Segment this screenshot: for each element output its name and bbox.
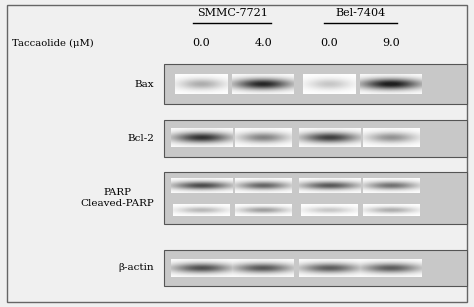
FancyBboxPatch shape [164, 120, 467, 157]
Text: 9.0: 9.0 [382, 38, 400, 48]
Text: Bel-7404: Bel-7404 [335, 8, 385, 18]
Text: Bcl-2: Bcl-2 [127, 134, 154, 143]
Text: SMMC-7721: SMMC-7721 [197, 8, 268, 18]
FancyBboxPatch shape [164, 64, 467, 104]
Text: PARP
Cleaved-PARP: PARP Cleaved-PARP [80, 188, 154, 208]
FancyBboxPatch shape [7, 5, 467, 302]
FancyBboxPatch shape [164, 250, 467, 286]
Text: 0.0: 0.0 [320, 38, 338, 48]
Text: Taccaolide (μM): Taccaolide (μM) [12, 38, 93, 48]
Text: 0.0: 0.0 [192, 38, 210, 48]
Text: 4.0: 4.0 [254, 38, 272, 48]
Text: β-actin: β-actin [118, 263, 154, 272]
FancyBboxPatch shape [164, 172, 467, 224]
Text: Bax: Bax [135, 80, 154, 89]
